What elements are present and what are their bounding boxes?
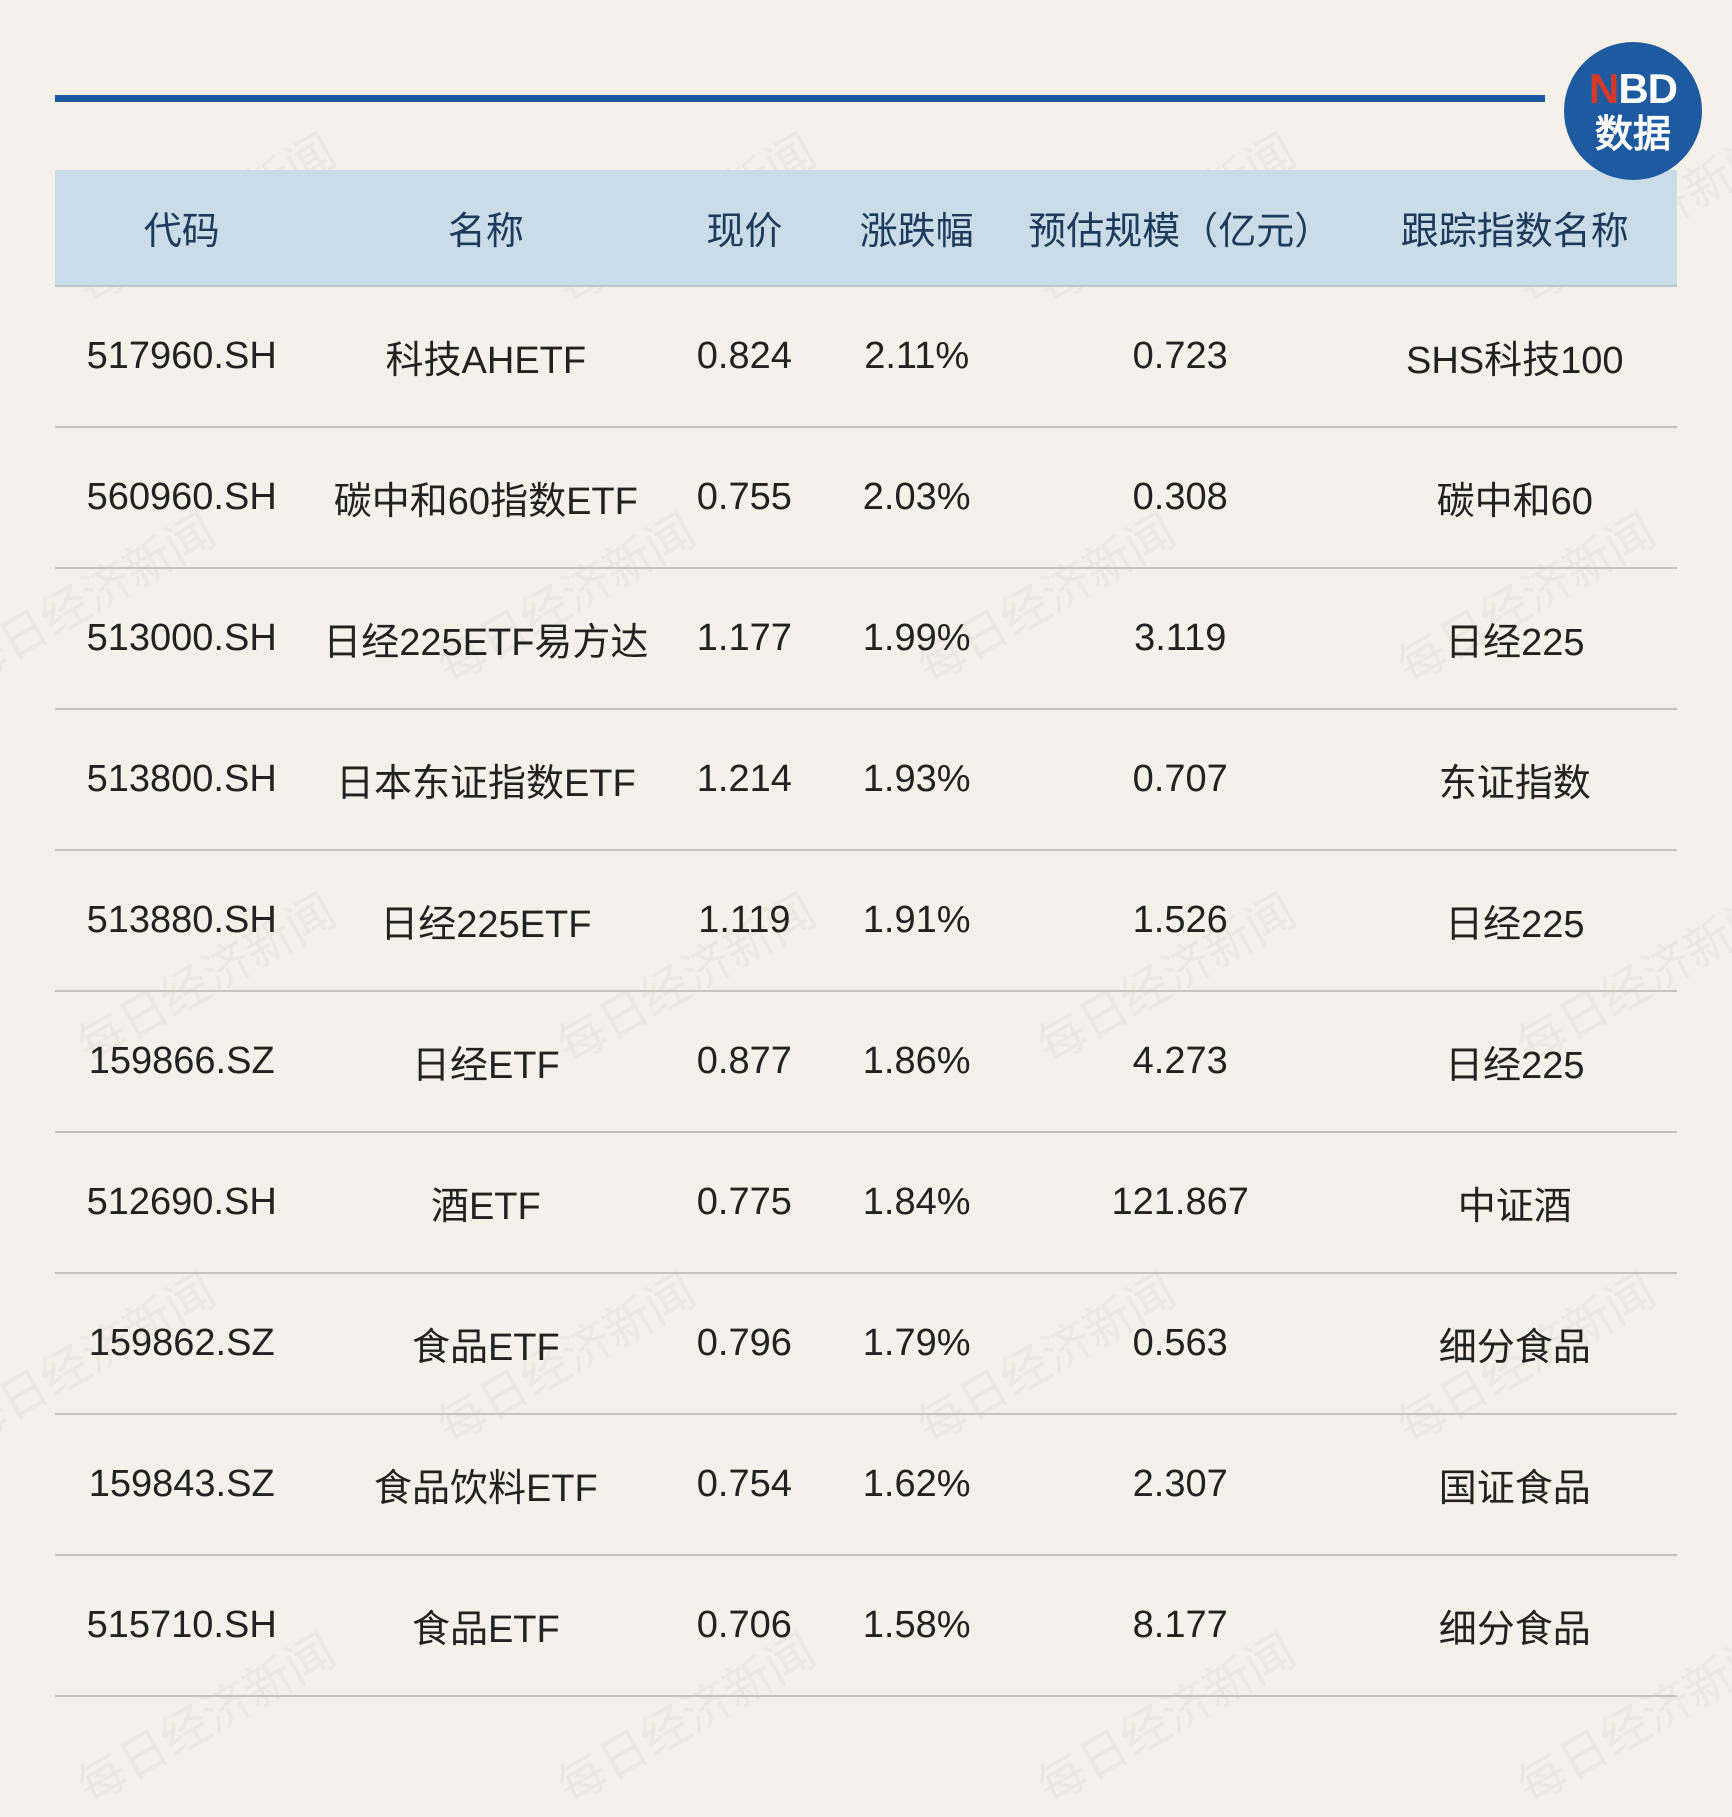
cell-index: 中证酒 [1353,1132,1677,1273]
cell-price: 1.214 [663,709,825,850]
cell-index: SHS科技100 [1353,286,1677,427]
cell-change: 1.86% [825,991,1007,1132]
etf-table-head: 代码 名称 现价 涨跌幅 预估规模（亿元） 跟踪指数名称 [55,170,1677,286]
cell-change: 1.62% [825,1414,1007,1555]
table-row: 560960.SH碳中和60指数ETF0.7552.03%0.308碳中和60 [55,427,1677,568]
cell-name: 日经225ETF易方达 [308,568,663,709]
cell-price: 0.706 [663,1555,825,1696]
cell-change: 1.79% [825,1273,1007,1414]
cell-price: 0.877 [663,991,825,1132]
cell-code: 159862.SZ [55,1273,308,1414]
cell-name: 日经ETF [308,991,663,1132]
logo-letters-bd: BD [1618,65,1677,112]
cell-size: 8.177 [1008,1555,1353,1696]
cell-size: 0.308 [1008,427,1353,568]
cell-index: 细分食品 [1353,1555,1677,1696]
table-row: 517960.SH科技AHETF0.8242.11%0.723SHS科技100 [55,286,1677,427]
cell-name: 日经225ETF [308,850,663,991]
cell-change: 1.91% [825,850,1007,991]
top-divider-rule [55,95,1545,102]
cell-name: 酒ETF [308,1132,663,1273]
cell-code: 513800.SH [55,709,308,850]
cell-code: 515710.SH [55,1555,308,1696]
cell-index: 东证指数 [1353,709,1677,850]
cell-name: 碳中和60指数ETF [308,427,663,568]
cell-change: 2.11% [825,286,1007,427]
nbd-logo-text: NBD [1589,68,1677,110]
cell-size: 3.119 [1008,568,1353,709]
cell-size: 4.273 [1008,991,1353,1132]
cell-code: 513880.SH [55,850,308,991]
table-row: 513000.SH日经225ETF易方达1.1771.99%3.119日经225 [55,568,1677,709]
table-row: 159866.SZ日经ETF0.8771.86%4.273日经225 [55,991,1677,1132]
cell-code: 159843.SZ [55,1414,308,1555]
header-price: 现价 [663,170,825,286]
table-row: 513880.SH日经225ETF1.1191.91%1.526日经225 [55,850,1677,991]
table-row: 159862.SZ食品ETF0.7961.79%0.563细分食品 [55,1273,1677,1414]
cell-change: 1.84% [825,1132,1007,1273]
table-row: 159843.SZ食品饮料ETF0.7541.62%2.307国证食品 [55,1414,1677,1555]
cell-code: 560960.SH [55,427,308,568]
cell-name: 食品饮料ETF [308,1414,663,1555]
cell-change: 2.03% [825,427,1007,568]
table-row: 512690.SH酒ETF0.7751.84%121.867中证酒 [55,1132,1677,1273]
table-row: 515710.SH食品ETF0.7061.58%8.177细分食品 [55,1555,1677,1696]
cell-price: 0.796 [663,1273,825,1414]
cell-size: 2.307 [1008,1414,1353,1555]
cell-name: 科技AHETF [308,286,663,427]
cell-price: 0.824 [663,286,825,427]
cell-size: 121.867 [1008,1132,1353,1273]
etf-table-body: 517960.SH科技AHETF0.8242.11%0.723SHS科技1005… [55,286,1677,1696]
cell-index: 细分食品 [1353,1273,1677,1414]
header-size: 预估规模（亿元） [1008,170,1353,286]
cell-index: 国证食品 [1353,1414,1677,1555]
cell-index: 碳中和60 [1353,427,1677,568]
etf-table-container: 代码 名称 现价 涨跌幅 预估规模（亿元） 跟踪指数名称 517960.SH科技… [55,170,1677,1697]
cell-code: 512690.SH [55,1132,308,1273]
cell-change: 1.99% [825,568,1007,709]
etf-table: 代码 名称 现价 涨跌幅 预估规模（亿元） 跟踪指数名称 517960.SH科技… [55,170,1677,1697]
cell-code: 517960.SH [55,286,308,427]
cell-size: 0.707 [1008,709,1353,850]
cell-index: 日经225 [1353,991,1677,1132]
nbd-logo-sub: 数据 [1595,116,1671,154]
cell-price: 1.177 [663,568,825,709]
header-name: 名称 [308,170,663,286]
nbd-logo: NBD 数据 [1564,42,1702,180]
cell-code: 159866.SZ [55,991,308,1132]
cell-change: 1.58% [825,1555,1007,1696]
table-row: 513800.SH日本东证指数ETF1.2141.93%0.707东证指数 [55,709,1677,850]
header-change: 涨跌幅 [825,170,1007,286]
cell-index: 日经225 [1353,850,1677,991]
cell-name: 食品ETF [308,1555,663,1696]
cell-change: 1.93% [825,709,1007,850]
cell-size: 1.526 [1008,850,1353,991]
cell-size: 0.563 [1008,1273,1353,1414]
header-index: 跟踪指数名称 [1353,170,1677,286]
cell-price: 0.755 [663,427,825,568]
cell-size: 0.723 [1008,286,1353,427]
cell-price: 0.754 [663,1414,825,1555]
logo-letter-n: N [1589,65,1618,112]
header-code: 代码 [55,170,308,286]
cell-name: 食品ETF [308,1273,663,1414]
cell-code: 513000.SH [55,568,308,709]
header-row: 代码 名称 现价 涨跌幅 预估规模（亿元） 跟踪指数名称 [55,170,1677,286]
cell-price: 1.119 [663,850,825,991]
cell-name: 日本东证指数ETF [308,709,663,850]
cell-index: 日经225 [1353,568,1677,709]
cell-price: 0.775 [663,1132,825,1273]
